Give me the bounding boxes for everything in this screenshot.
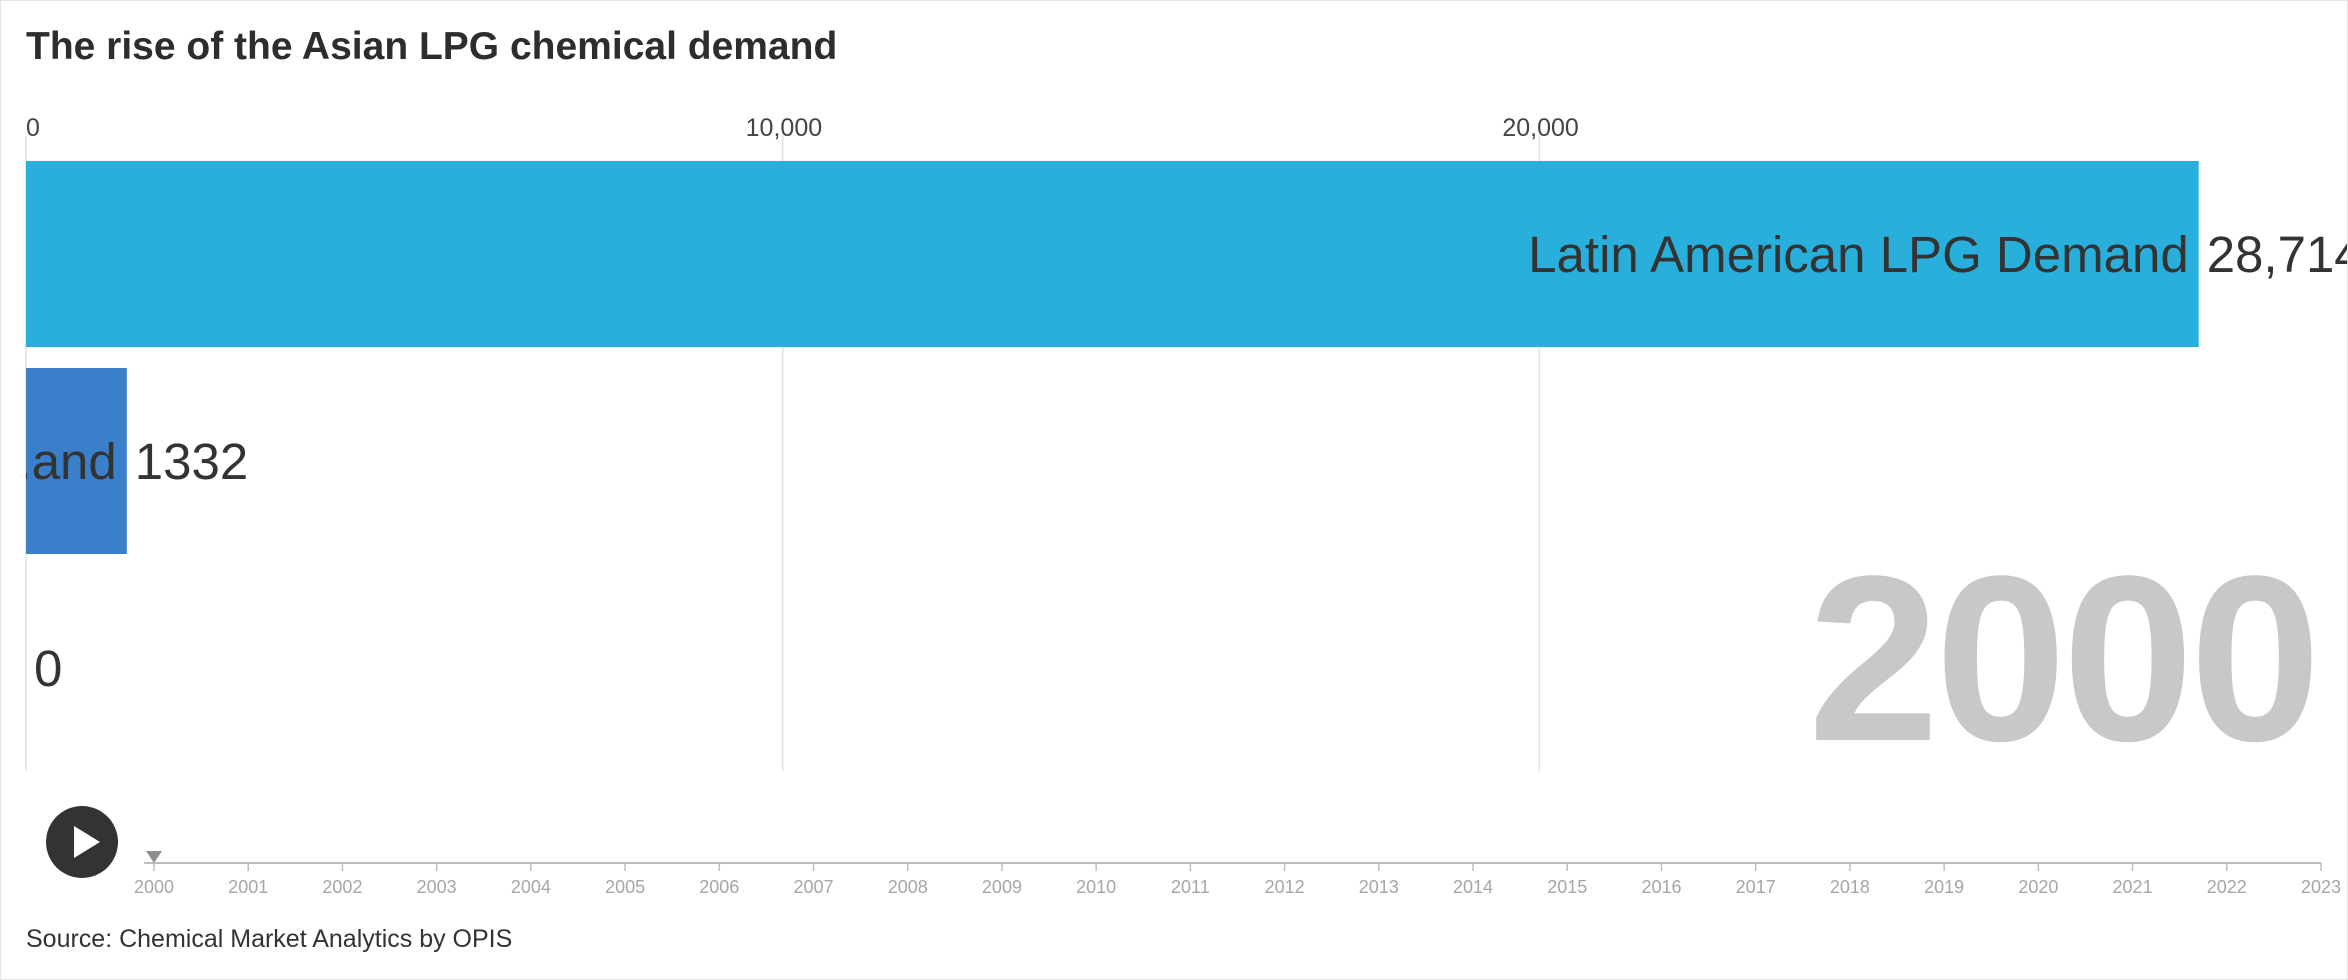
timeline-year-2019[interactable]: 2019	[1924, 877, 1964, 897]
timeline-year-2014[interactable]: 2014	[1453, 877, 1493, 897]
timeline-year-2021[interactable]: 2021	[2113, 877, 2153, 897]
x-tick-label-2: 20,000	[1502, 114, 1578, 142]
bars: Latin American LPG Demand 28,714 ...and 133…	[1, 161, 2348, 697]
bar-1	[26, 368, 127, 554]
timeline-year-2005[interactable]: 2005	[605, 877, 645, 897]
x-tick-label-0: 0	[26, 114, 40, 142]
bar-0	[26, 161, 2199, 347]
play-button[interactable]	[46, 806, 118, 878]
year-timeline[interactable]: 2000 2001 2002 2003 2004 2005 2006 2007 2008 2009…	[1, 841, 2348, 901]
x-tick-label-1: 10,000	[746, 114, 822, 142]
timeline-year-2002[interactable]: 2002	[322, 877, 362, 897]
timeline-year-2008[interactable]: 2008	[888, 877, 928, 897]
bar-value-0: 28,714	[2207, 226, 2348, 283]
timeline-year-2010[interactable]: 2010	[1076, 877, 1116, 897]
timeline-year-2018[interactable]: 2018	[1830, 877, 1870, 897]
timeline-year-2001[interactable]: 2001	[228, 877, 268, 897]
timeline-year-2004[interactable]: 2004	[511, 877, 551, 897]
play-icon	[74, 826, 100, 858]
timeline-year-2013[interactable]: 2013	[1359, 877, 1399, 897]
timeline-year-2015[interactable]: 2015	[1547, 877, 1587, 897]
timeline-year-2022[interactable]: 2022	[2207, 877, 2247, 897]
bar-value-1: 1332	[135, 433, 248, 490]
timeline-year-2023[interactable]: 2023	[2301, 877, 2341, 897]
timeline-year-2011[interactable]: 2011	[1171, 877, 1210, 897]
bar-label-0: Latin American LPG Demand	[1528, 226, 2189, 283]
timeline-year-2016[interactable]: 2016	[1641, 877, 1681, 897]
timeline-year-2006[interactable]: 2006	[699, 877, 739, 897]
timeline-year-2000[interactable]: 2000	[134, 877, 174, 897]
timeline-handle[interactable]	[146, 851, 162, 863]
timeline-year-2020[interactable]: 2020	[2018, 877, 2058, 897]
timeline-year-2007[interactable]: 2007	[793, 877, 833, 897]
timeline-year-2017[interactable]: 2017	[1736, 877, 1776, 897]
x-axis-ticks: 0 10,000 20,000	[26, 114, 1579, 142]
bar-value-2: 0	[34, 640, 62, 697]
bar-label-1: ...and	[1, 433, 117, 490]
timeline-year-2012[interactable]: 2012	[1265, 877, 1305, 897]
chart-title: The rise of the Asian LPG chemical deman…	[26, 25, 838, 68]
timeline-year-2009[interactable]: 2009	[982, 877, 1022, 897]
timeline-year-2003[interactable]: 2003	[417, 877, 457, 897]
current-year-display: 2000	[1807, 527, 2321, 791]
source-note: Source: Chemical Market Analytics by OPI…	[26, 925, 513, 953]
bar-chart: 0 10,000 20,000 Latin American LPG Demand 2…	[1, 114, 2348, 771]
